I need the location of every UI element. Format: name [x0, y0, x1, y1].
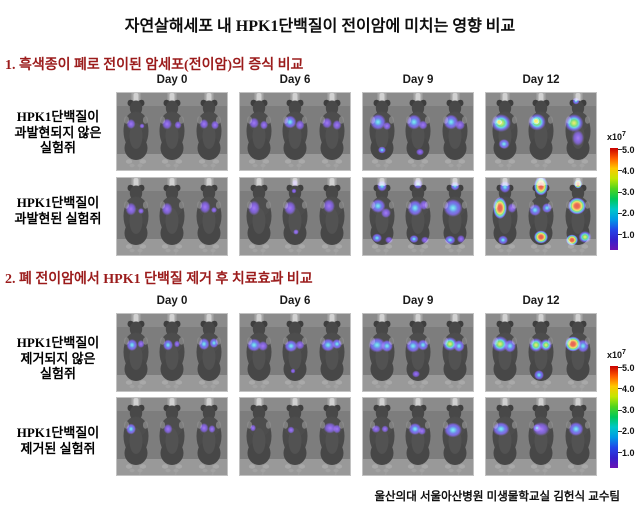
- mouse-panel-s1-r1-day2: [239, 92, 351, 171]
- mouse-panel-s1-r2-day3: [362, 177, 474, 256]
- mouse-panel-s1-r1-day1: [116, 92, 228, 171]
- colorbar-tick-label: 4.0: [622, 165, 635, 176]
- colorbar-tick-label: 5.0: [622, 144, 635, 155]
- colorbar-tick-mark: [618, 149, 622, 150]
- mouse-panel-s2-r2-day3: [362, 397, 474, 476]
- colorbar-tick-mark: [618, 191, 622, 193]
- mouse-panel-s1-r2-day4: [485, 177, 597, 256]
- day-label-s1-2: Day 6: [279, 74, 311, 86]
- figure-title: 자연살해세포 내 HPK1단백질이 전이암에 미치는 영향 비교: [124, 18, 516, 35]
- colorbar-tick-label: 1.0: [622, 447, 635, 458]
- colorbar-tick-mark: [618, 234, 622, 235]
- day-label-s1-4: Day 12: [522, 74, 560, 86]
- mouse-panel-s2-r1-day3: [362, 313, 474, 392]
- day-label-s2-3: Day 9: [402, 295, 434, 307]
- row-label-line: HPK1단백질이: [16, 335, 100, 350]
- day-label-s2-2: Day 6: [279, 295, 311, 307]
- row-label-line: 실험쥐: [40, 140, 76, 155]
- mouse-panel-s1-r1-day3: [362, 92, 474, 171]
- row-label-line: HPK1단백질이: [16, 195, 100, 210]
- row-label-line: 제거되지 않은: [20, 350, 96, 366]
- mouse-panel-s2-r1-day2: [239, 313, 351, 392]
- colorbar-1: x107 5.0 4.0 3.0 2.0 1.0: [603, 131, 640, 256]
- row-label-s2-not-removed: HPK1단백질이 제거되지 않은 실험쥐: [2, 335, 114, 382]
- mouse-panel-s1-r1-day4: [485, 92, 597, 171]
- colorbar-tick-mark: [618, 367, 622, 368]
- colorbar-tick-label: 2.0: [622, 426, 635, 437]
- colorbar-tick-mark: [618, 452, 622, 453]
- day-label-s2-1: Day 0: [156, 295, 188, 307]
- credit-line: 울산의대 서울아산병원 미생물학교실 김헌식 교수팀: [374, 491, 620, 503]
- row-label-line: 과발현되지 않은: [14, 124, 102, 140]
- colorbar-tick-label: 2.0: [622, 208, 635, 219]
- colorbar-tick-mark: [618, 430, 622, 432]
- mouse-panel-s2-r2-day4: [485, 397, 597, 476]
- colorbar-tick-label: 3.0: [622, 405, 635, 415]
- colorbar-tick-label: 3.0: [622, 187, 635, 197]
- row-label-s1-overexpressed: HPK1단백질이 과발현된 실험쥐: [2, 195, 114, 226]
- colorbar-tick-mark: [618, 388, 622, 390]
- colorbar-tick-label: 1.0: [622, 229, 635, 240]
- colorbar-tick-mark: [618, 409, 622, 411]
- row-label-s1-not-overexpressed: HPK1단백질이 과발현되지 않은 실험쥐: [2, 109, 114, 156]
- colorbar-tick-mark: [618, 170, 622, 172]
- row-label-line: 실험쥐: [40, 366, 76, 381]
- colorbar-gradient: [610, 148, 618, 250]
- row-label-line: 과발현된 실험쥐: [14, 210, 102, 226]
- colorbar-2: x107 5.0 4.0 3.0 2.0 1.0: [603, 349, 640, 474]
- row-label-line: HPK1단백질이: [16, 109, 100, 124]
- day-label-s1-1: Day 0: [156, 74, 188, 86]
- row-label-line: 제거된 실험쥐: [20, 440, 96, 456]
- colorbar-tick-mark: [618, 212, 622, 214]
- colorbar-exponent: x107: [607, 131, 626, 142]
- mouse-panel-s2-r2-day1: [116, 397, 228, 476]
- row-label-s2-removed: HPK1단백질이 제거된 실험쥐: [2, 425, 114, 456]
- mouse-panel-s1-r2-day2: [239, 177, 351, 256]
- section2-heading: 2. 폐 전이암에서 HPK1 단백질 제거 후 치료효과 비교: [5, 272, 313, 287]
- mouse-panel-s2-r2-day2: [239, 397, 351, 476]
- colorbar-exponent: x107: [607, 349, 626, 360]
- colorbar-tick-label: 4.0: [622, 383, 635, 394]
- colorbar-tick-label: 5.0: [622, 362, 635, 373]
- day-label-s2-4: Day 12: [522, 295, 560, 307]
- day-label-s1-3: Day 9: [402, 74, 434, 86]
- section1-heading: 1. 흑색종이 폐로 전이된 암세포(전이암)의 증식 비교: [5, 58, 304, 73]
- mouse-panel-s2-r1-day4: [485, 313, 597, 392]
- mouse-panel-s1-r2-day1: [116, 177, 228, 256]
- row-label-line: HPK1단백질이: [16, 425, 100, 440]
- mouse-panel-s2-r1-day1: [116, 313, 228, 392]
- colorbar-gradient: [610, 366, 618, 468]
